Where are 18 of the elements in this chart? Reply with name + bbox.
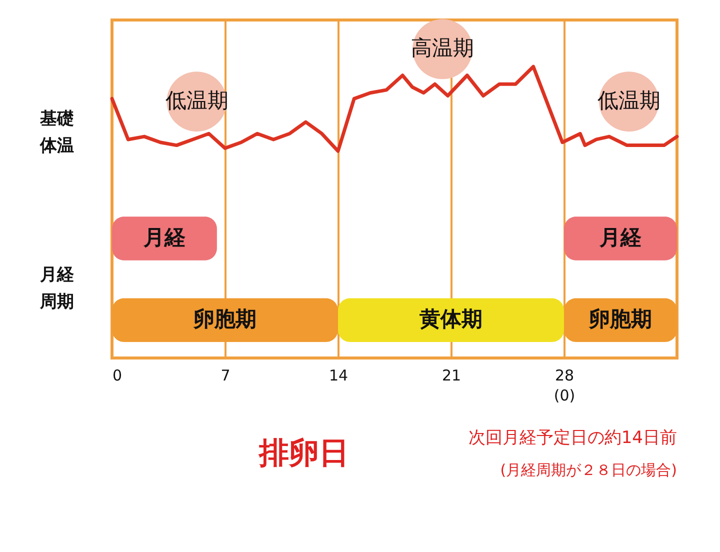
- text: 高温期: [411, 36, 474, 60]
- text: 排卵日: [258, 436, 350, 471]
- annotation: 低温期: [597, 88, 660, 113]
- band-label: 卵胞期: [192, 307, 256, 332]
- y-axis-title: 基礎体温: [39, 109, 74, 156]
- x-tick-label: 21: [442, 366, 462, 384]
- x-tick-label: 28 (0): [554, 366, 576, 404]
- text: 月経周期: [39, 264, 75, 312]
- band-label: 黄体期: [418, 307, 482, 332]
- text: 次回月経予定日の約14日前: [468, 428, 677, 448]
- x-tick-label: 0: [112, 366, 122, 384]
- band-label: 卵胞期: [588, 307, 652, 332]
- band-label: 月経: [598, 226, 642, 250]
- text: (月経周期が２８日の場合): [500, 461, 677, 479]
- x-tick-label: 14: [328, 366, 348, 384]
- band-label: 月経: [142, 226, 186, 250]
- annotation: 低温期: [165, 88, 228, 113]
- x-tick-label: 7: [220, 366, 230, 384]
